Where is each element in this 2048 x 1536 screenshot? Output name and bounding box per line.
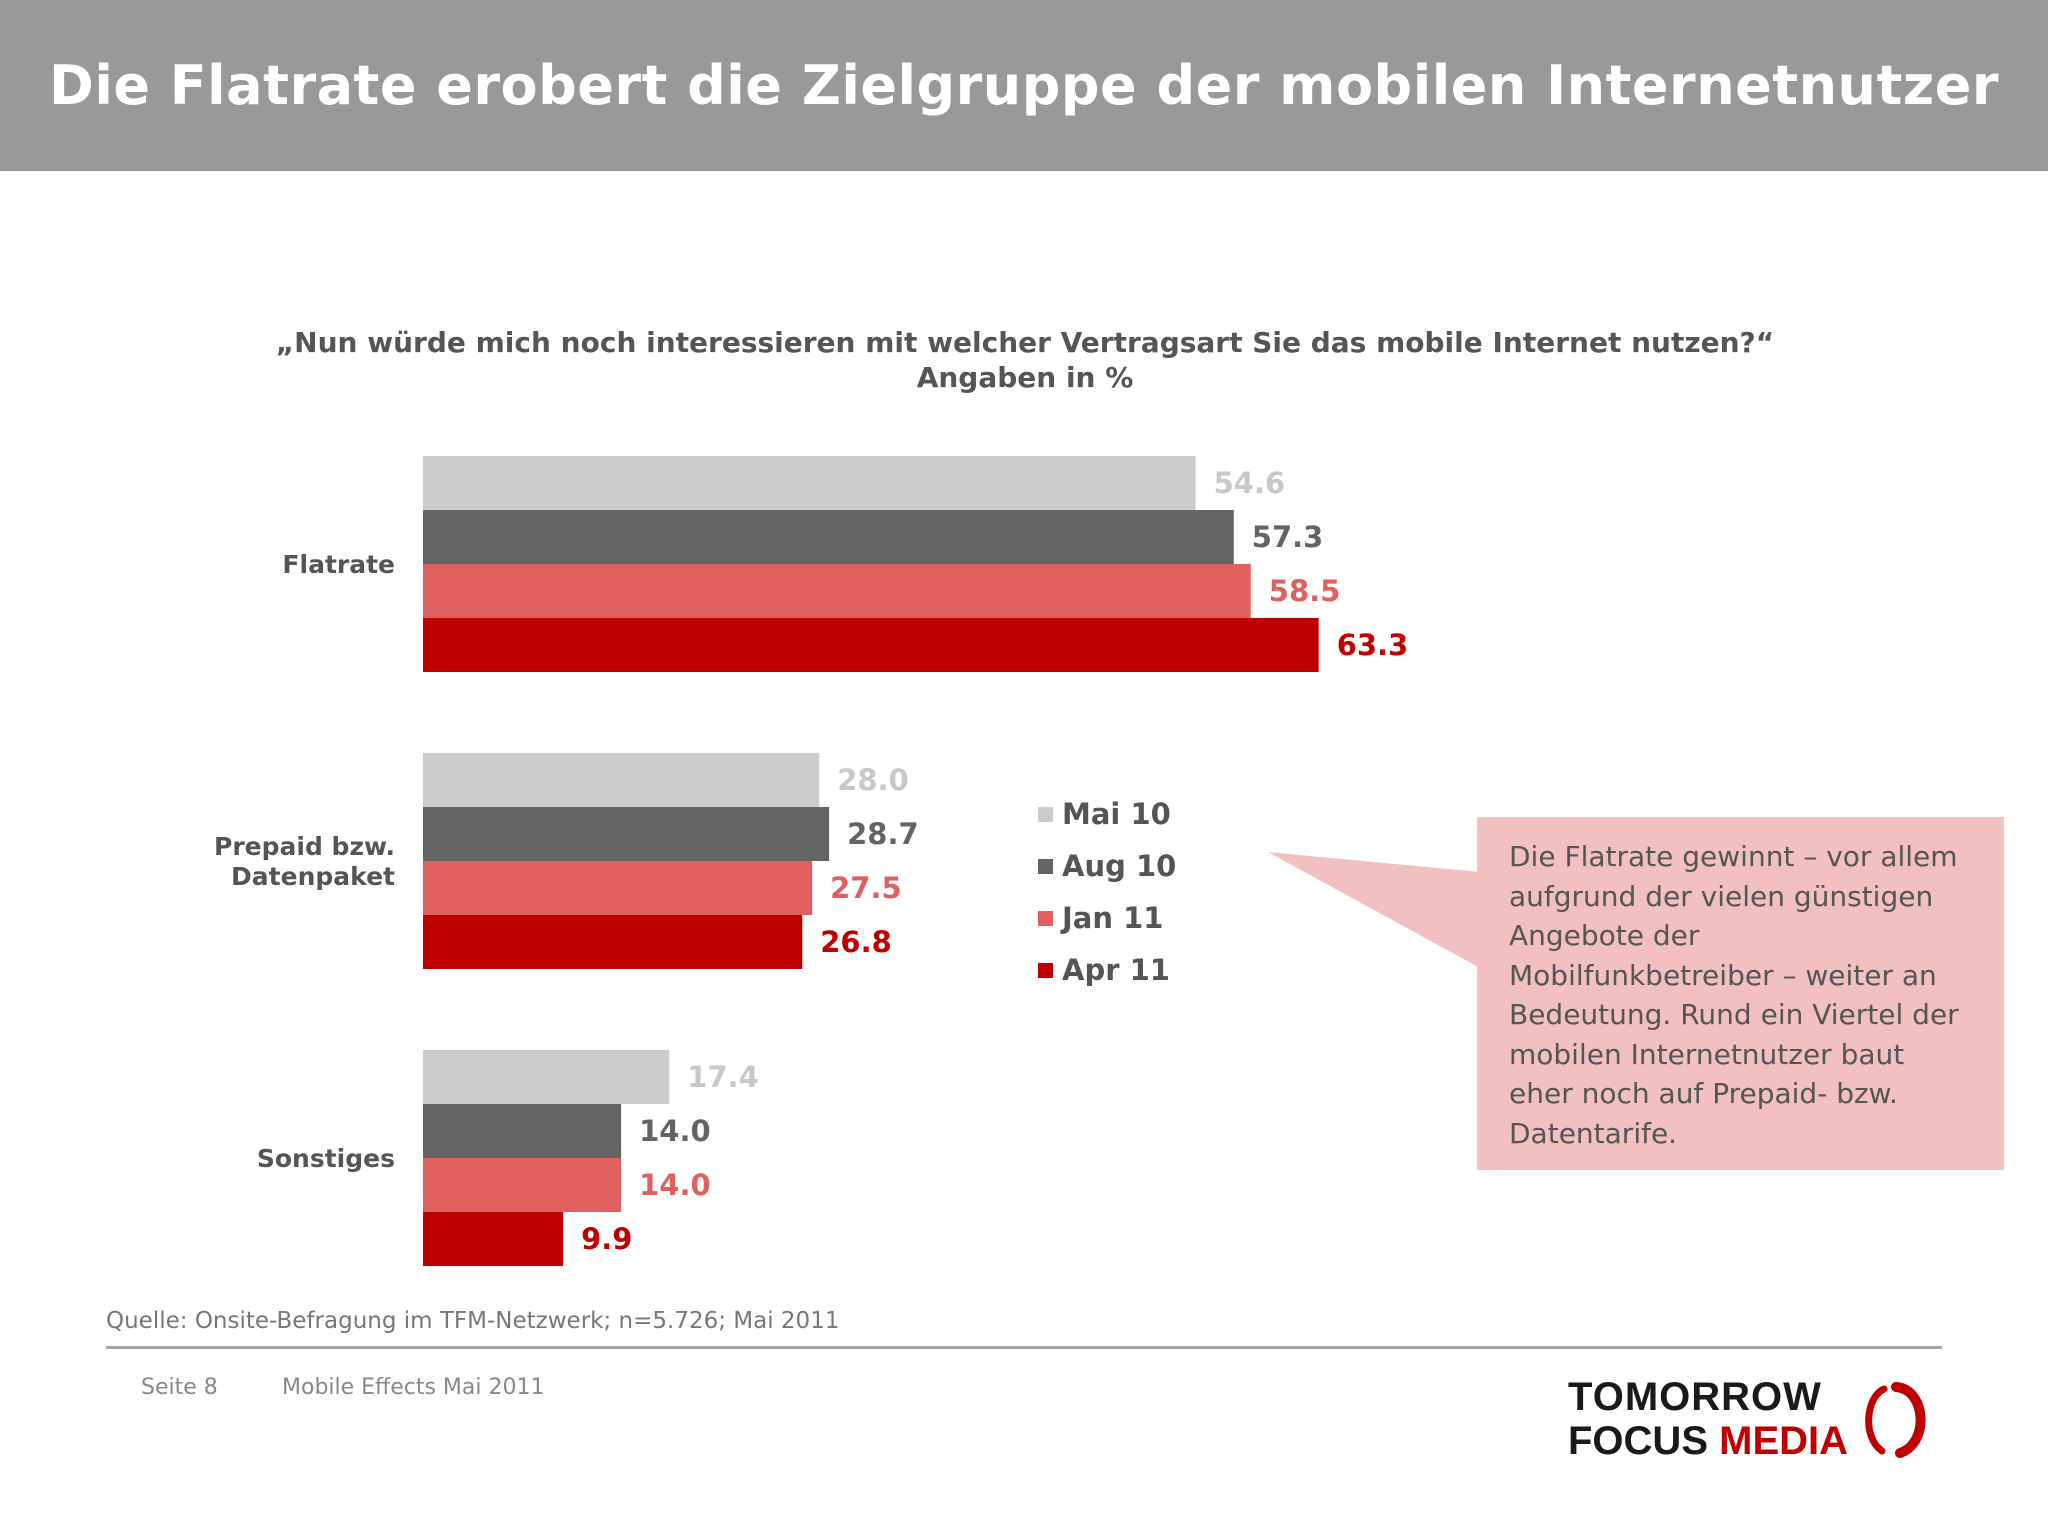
bar-mai10 bbox=[423, 753, 820, 807]
callout-line: Mobilfunkbetreiber – weiter an bbox=[1509, 958, 1937, 992]
legend-swatch-aug10 bbox=[1038, 858, 1053, 874]
data-label: 14.0 bbox=[639, 1168, 711, 1202]
data-label: 57.3 bbox=[1252, 520, 1324, 554]
data-label: 14.0 bbox=[639, 1114, 711, 1148]
bar-apr11 bbox=[423, 1212, 564, 1266]
category-label: Sonstiges bbox=[257, 1144, 395, 1173]
question-unit: Angaben in % bbox=[916, 361, 1134, 394]
bar-mai10 bbox=[423, 1050, 670, 1104]
callout-pointer-shape bbox=[1268, 852, 1480, 968]
callout-line: eher noch auf Prepaid- bzw. bbox=[1509, 1077, 1898, 1110]
legend-label: Mai 10 bbox=[1062, 797, 1171, 831]
data-label: 63.3 bbox=[1337, 628, 1409, 662]
data-label: 9.9 bbox=[581, 1222, 632, 1256]
bar-aug10 bbox=[423, 1104, 622, 1158]
callout-line: mobilen Internetnutzer baut bbox=[1509, 1037, 1905, 1071]
legend-label: Aug 10 bbox=[1062, 849, 1177, 883]
legend-item-apr11: Apr 11 bbox=[1038, 944, 1176, 996]
legend-swatch-jan11 bbox=[1038, 910, 1053, 926]
category-label: Datenpaket bbox=[231, 862, 395, 891]
data-label: 28.0 bbox=[837, 763, 909, 797]
legend-label: Apr 11 bbox=[1062, 953, 1170, 987]
bar-jan11 bbox=[423, 861, 813, 915]
document-title: Mobile Effects Mai 2011 bbox=[282, 1375, 545, 1400]
legend-label: Jan 11 bbox=[1062, 901, 1164, 935]
footer-divider bbox=[106, 1346, 1942, 1349]
bar-aug10 bbox=[423, 510, 1234, 564]
legend-swatch-apr11 bbox=[1038, 962, 1053, 978]
bar-jan11 bbox=[423, 1158, 622, 1212]
legend-item-jan11: Jan 11 bbox=[1038, 892, 1176, 944]
logo-text-focus-media: FOCUS MEDIA bbox=[1568, 1419, 1848, 1463]
question-line: „Nun würde mich noch interessieren mit w… bbox=[275, 326, 1775, 359]
logo-mark-icon bbox=[1865, 1382, 1926, 1458]
bar-aug10 bbox=[423, 807, 830, 861]
bar-mai10 bbox=[423, 456, 1196, 510]
callout-line: Datentarife. bbox=[1509, 1116, 1678, 1150]
source-note: Quelle: Onsite-Befragung im TFM-Netzwerk… bbox=[106, 1308, 840, 1334]
header-bar bbox=[0, 0, 2048, 171]
callout-box: Die Flatrate gewinnt – vor allem aufgrun… bbox=[1477, 817, 2004, 1170]
data-label: 58.5 bbox=[1269, 574, 1341, 608]
data-label: 27.5 bbox=[830, 871, 902, 905]
company-logo: TOMORROW FOCUS MEDIA bbox=[1568, 1375, 1926, 1463]
logo-text-focus: FOCUS bbox=[1568, 1419, 1708, 1463]
data-label: 28.7 bbox=[847, 817, 919, 851]
logo-text-media: MEDIA bbox=[1719, 1419, 1849, 1463]
bar-jan11 bbox=[423, 564, 1251, 618]
data-label: 54.6 bbox=[1214, 466, 1286, 500]
page-title: Die Flatrate erobert die Zielgruppe der … bbox=[49, 54, 1999, 117]
category-label: Prepaid bzw. bbox=[214, 832, 395, 861]
chart-question: „Nun würde mich noch interessieren mit w… bbox=[150, 325, 1900, 395]
callout-line: aufgrund der vielen günstigen bbox=[1509, 879, 1934, 913]
bar-apr11 bbox=[423, 915, 803, 969]
callout-pointer bbox=[1268, 852, 1480, 968]
callout-line: Bedeutung. Rund ein Viertel der bbox=[1509, 998, 1959, 1031]
page-number: Seite 8 bbox=[141, 1375, 218, 1400]
callout-line: Die Flatrate gewinnt – vor allem bbox=[1509, 840, 1958, 873]
chart-legend: Mai 10 Aug 10 Jan 11 Apr 11 bbox=[1038, 788, 1176, 996]
category-label: Flatrate bbox=[282, 550, 395, 579]
data-label: 26.8 bbox=[820, 925, 892, 959]
data-label: 17.4 bbox=[687, 1060, 759, 1094]
legend-item-aug10: Aug 10 bbox=[1038, 840, 1176, 892]
legend-item-mai10: Mai 10 bbox=[1038, 788, 1176, 840]
bar-apr11 bbox=[423, 618, 1319, 672]
legend-swatch-mai10 bbox=[1038, 806, 1053, 822]
logo-text-tomorrow: TOMORROW bbox=[1568, 1375, 1822, 1419]
bar-chart: Flatrate 54.6 57.3 58.5 63.3 Prepaid bzw.Date… bbox=[214, 456, 1409, 1266]
callout-line: Angebote der bbox=[1509, 919, 1700, 952]
